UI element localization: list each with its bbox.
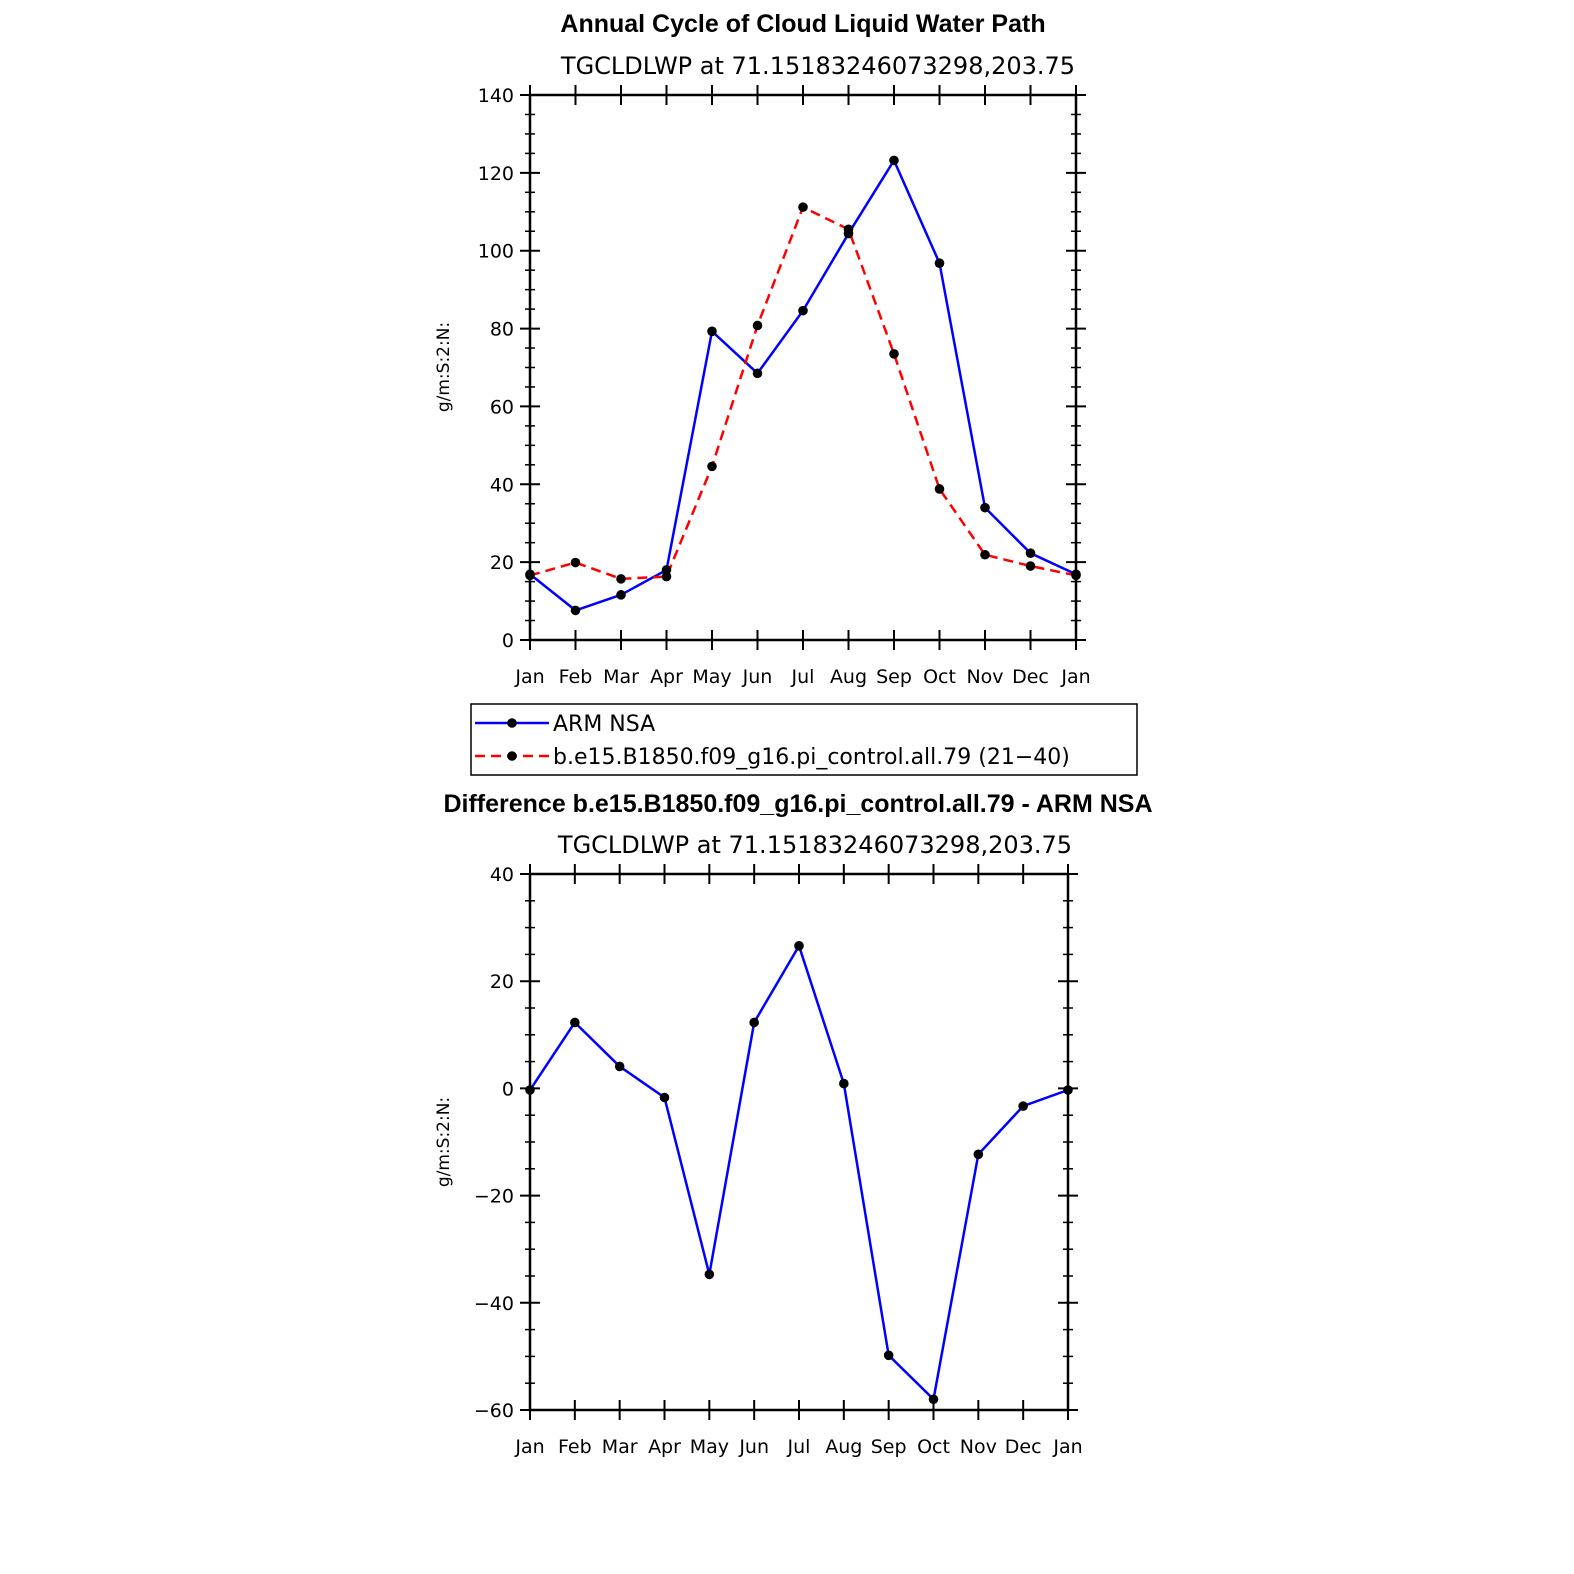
y-tick-label: −40 xyxy=(474,1293,514,1315)
legend: ARM NSA b.e15.B1850.f09_g16.pi_control.a… xyxy=(470,703,1138,776)
x-tick-label: Nov xyxy=(960,1436,997,1458)
annual-cycle-chart: Annual Cycle of Cloud Liquid Water Path … xyxy=(434,10,1091,688)
series-0-point-6 xyxy=(798,305,808,316)
series-0-point-11 xyxy=(1018,1101,1028,1111)
legend-label-arm-nsa: ARM NSA xyxy=(553,712,655,737)
legend-marker-model xyxy=(507,751,517,761)
x-tick-label: Apr xyxy=(650,666,683,688)
x-tick-label: May xyxy=(690,1436,729,1458)
x-tick-label: Jun xyxy=(742,666,773,688)
series-1-point-7 xyxy=(843,224,854,235)
legend-marker-arm-nsa xyxy=(507,718,517,728)
x-tick-label: Sep xyxy=(871,1436,907,1458)
y-tick-label: 120 xyxy=(478,163,514,185)
y-tick-label: −60 xyxy=(474,1400,514,1422)
y-tick-label: −20 xyxy=(474,1186,514,1208)
x-tick-label: Aug xyxy=(830,666,867,688)
series-0-point-7 xyxy=(839,1078,849,1089)
series-0-point-8 xyxy=(889,155,899,166)
series-0-point-10 xyxy=(973,1149,984,1160)
series-0-point-5 xyxy=(752,368,763,379)
x-tick-label: Aug xyxy=(825,1436,862,1458)
x-tick-label: Oct xyxy=(923,666,956,688)
x-tick-label: Jul xyxy=(787,1436,811,1458)
plot-frame xyxy=(528,93,1078,642)
y-tick-label: 80 xyxy=(490,319,514,341)
y-tick-label: 20 xyxy=(490,552,514,574)
y-tick-label: 40 xyxy=(490,864,514,886)
series-1-point-10 xyxy=(980,549,990,560)
x-tick-label: Jan xyxy=(1060,666,1090,688)
series-1-point-5 xyxy=(752,320,763,331)
x-tick-label: Feb xyxy=(558,1436,592,1458)
x-tick-label: Feb xyxy=(559,666,593,688)
x-tick-label: Sep xyxy=(876,666,912,688)
x-tick-label: Mar xyxy=(602,1436,638,1458)
series-0-point-8 xyxy=(883,1350,894,1361)
series-line-0 xyxy=(528,944,1069,1401)
y-axis-label: g/m:S:2:N: xyxy=(434,322,454,412)
x-tick-label: Mar xyxy=(603,666,639,688)
series-0-point-9 xyxy=(934,258,945,268)
y-tick-label: 140 xyxy=(478,85,514,107)
difference-plot-frame xyxy=(528,872,1070,1412)
y-tick-label: 40 xyxy=(490,474,514,496)
chart-title: Annual Cycle of Cloud Liquid Water Path xyxy=(560,10,1045,38)
x-tick-label: Apr xyxy=(648,1436,681,1458)
chart-subtitle: TGCLDLWP at 71.15183246073298,203.75 xyxy=(560,52,1075,80)
legend-box xyxy=(470,703,1138,776)
series-0-point-6 xyxy=(794,941,804,951)
x-tick-label: Jan xyxy=(514,1436,544,1458)
series-1-point-2 xyxy=(616,574,626,584)
difference-chart-subtitle: TGCLDLWP at 71.15183246073298,203.75 xyxy=(557,831,1072,859)
series-1-point-9 xyxy=(934,484,945,494)
x-tick-label: Oct xyxy=(917,1436,950,1458)
y-tick-label: 100 xyxy=(478,241,514,263)
series-0-point-5 xyxy=(749,1017,759,1028)
series-1-point-8 xyxy=(889,349,899,359)
difference-y-tick-labels: −60 −40 −20 0 20 40 xyxy=(474,864,514,1422)
x-tick-label: Dec xyxy=(1005,1436,1042,1458)
difference-chart: Difference b.e15.B1850.f09_g16.pi_contro… xyxy=(434,790,1153,1458)
series-line-0 xyxy=(529,159,1077,612)
series-0-point-2 xyxy=(616,590,626,600)
series-0-point-10 xyxy=(980,502,990,513)
x-tick-labels: Jan Feb Mar Apr May Jun Jul Aug Sep Oct Nov Dec Jan xyxy=(514,666,1090,688)
series-1-point-4 xyxy=(707,461,717,472)
y-tick-label: 60 xyxy=(490,396,514,418)
series-0-point-4 xyxy=(704,1269,715,1280)
series-0-point-11 xyxy=(1025,548,1036,558)
y-tick-label: 0 xyxy=(502,630,514,652)
series-0-point-3 xyxy=(659,1092,670,1103)
series-0-point-1 xyxy=(570,1017,580,1028)
series-0-point-9 xyxy=(928,1394,939,1405)
series-0-point-1 xyxy=(570,605,581,616)
series-1-point-11 xyxy=(1025,561,1036,571)
y-tick-label: 0 xyxy=(502,1078,514,1100)
series-group xyxy=(525,155,1081,616)
x-tick-label: Jun xyxy=(738,1436,769,1458)
y-tick-label: 20 xyxy=(490,971,514,993)
series-1-point-3 xyxy=(661,571,672,582)
legend-label-model: b.e15.B1850.f09_g16.pi_control.all.79 (2… xyxy=(553,745,1070,770)
difference-x-tick-labels: Jan Feb Mar Apr May Jun Jul Aug Sep Oct Nov Dec Jan xyxy=(514,1436,1082,1458)
y-tick-labels: 0 20 40 60 80 100 120 140 xyxy=(478,85,514,652)
difference-chart-title: Difference b.e15.B1850.f09_g16.pi_contro… xyxy=(443,790,1152,818)
series-0-point-2 xyxy=(614,1061,625,1072)
x-tick-label: Dec xyxy=(1012,666,1049,688)
x-tick-label: May xyxy=(692,666,731,688)
difference-series-group xyxy=(525,941,1073,1405)
difference-y-axis-label: g/m:S:2:N: xyxy=(434,1097,454,1187)
tick-marks xyxy=(520,85,1086,650)
series-1-point-1 xyxy=(570,557,581,568)
x-tick-label: Jan xyxy=(514,666,544,688)
x-tick-label: Jul xyxy=(791,666,815,688)
series-1-point-6 xyxy=(798,202,808,212)
x-tick-label: Nov xyxy=(966,666,1003,688)
x-tick-label: Jan xyxy=(1052,1436,1082,1458)
series-0-point-3 xyxy=(661,565,672,575)
series-line-1 xyxy=(529,205,1077,581)
series-0-point-4 xyxy=(707,326,717,337)
